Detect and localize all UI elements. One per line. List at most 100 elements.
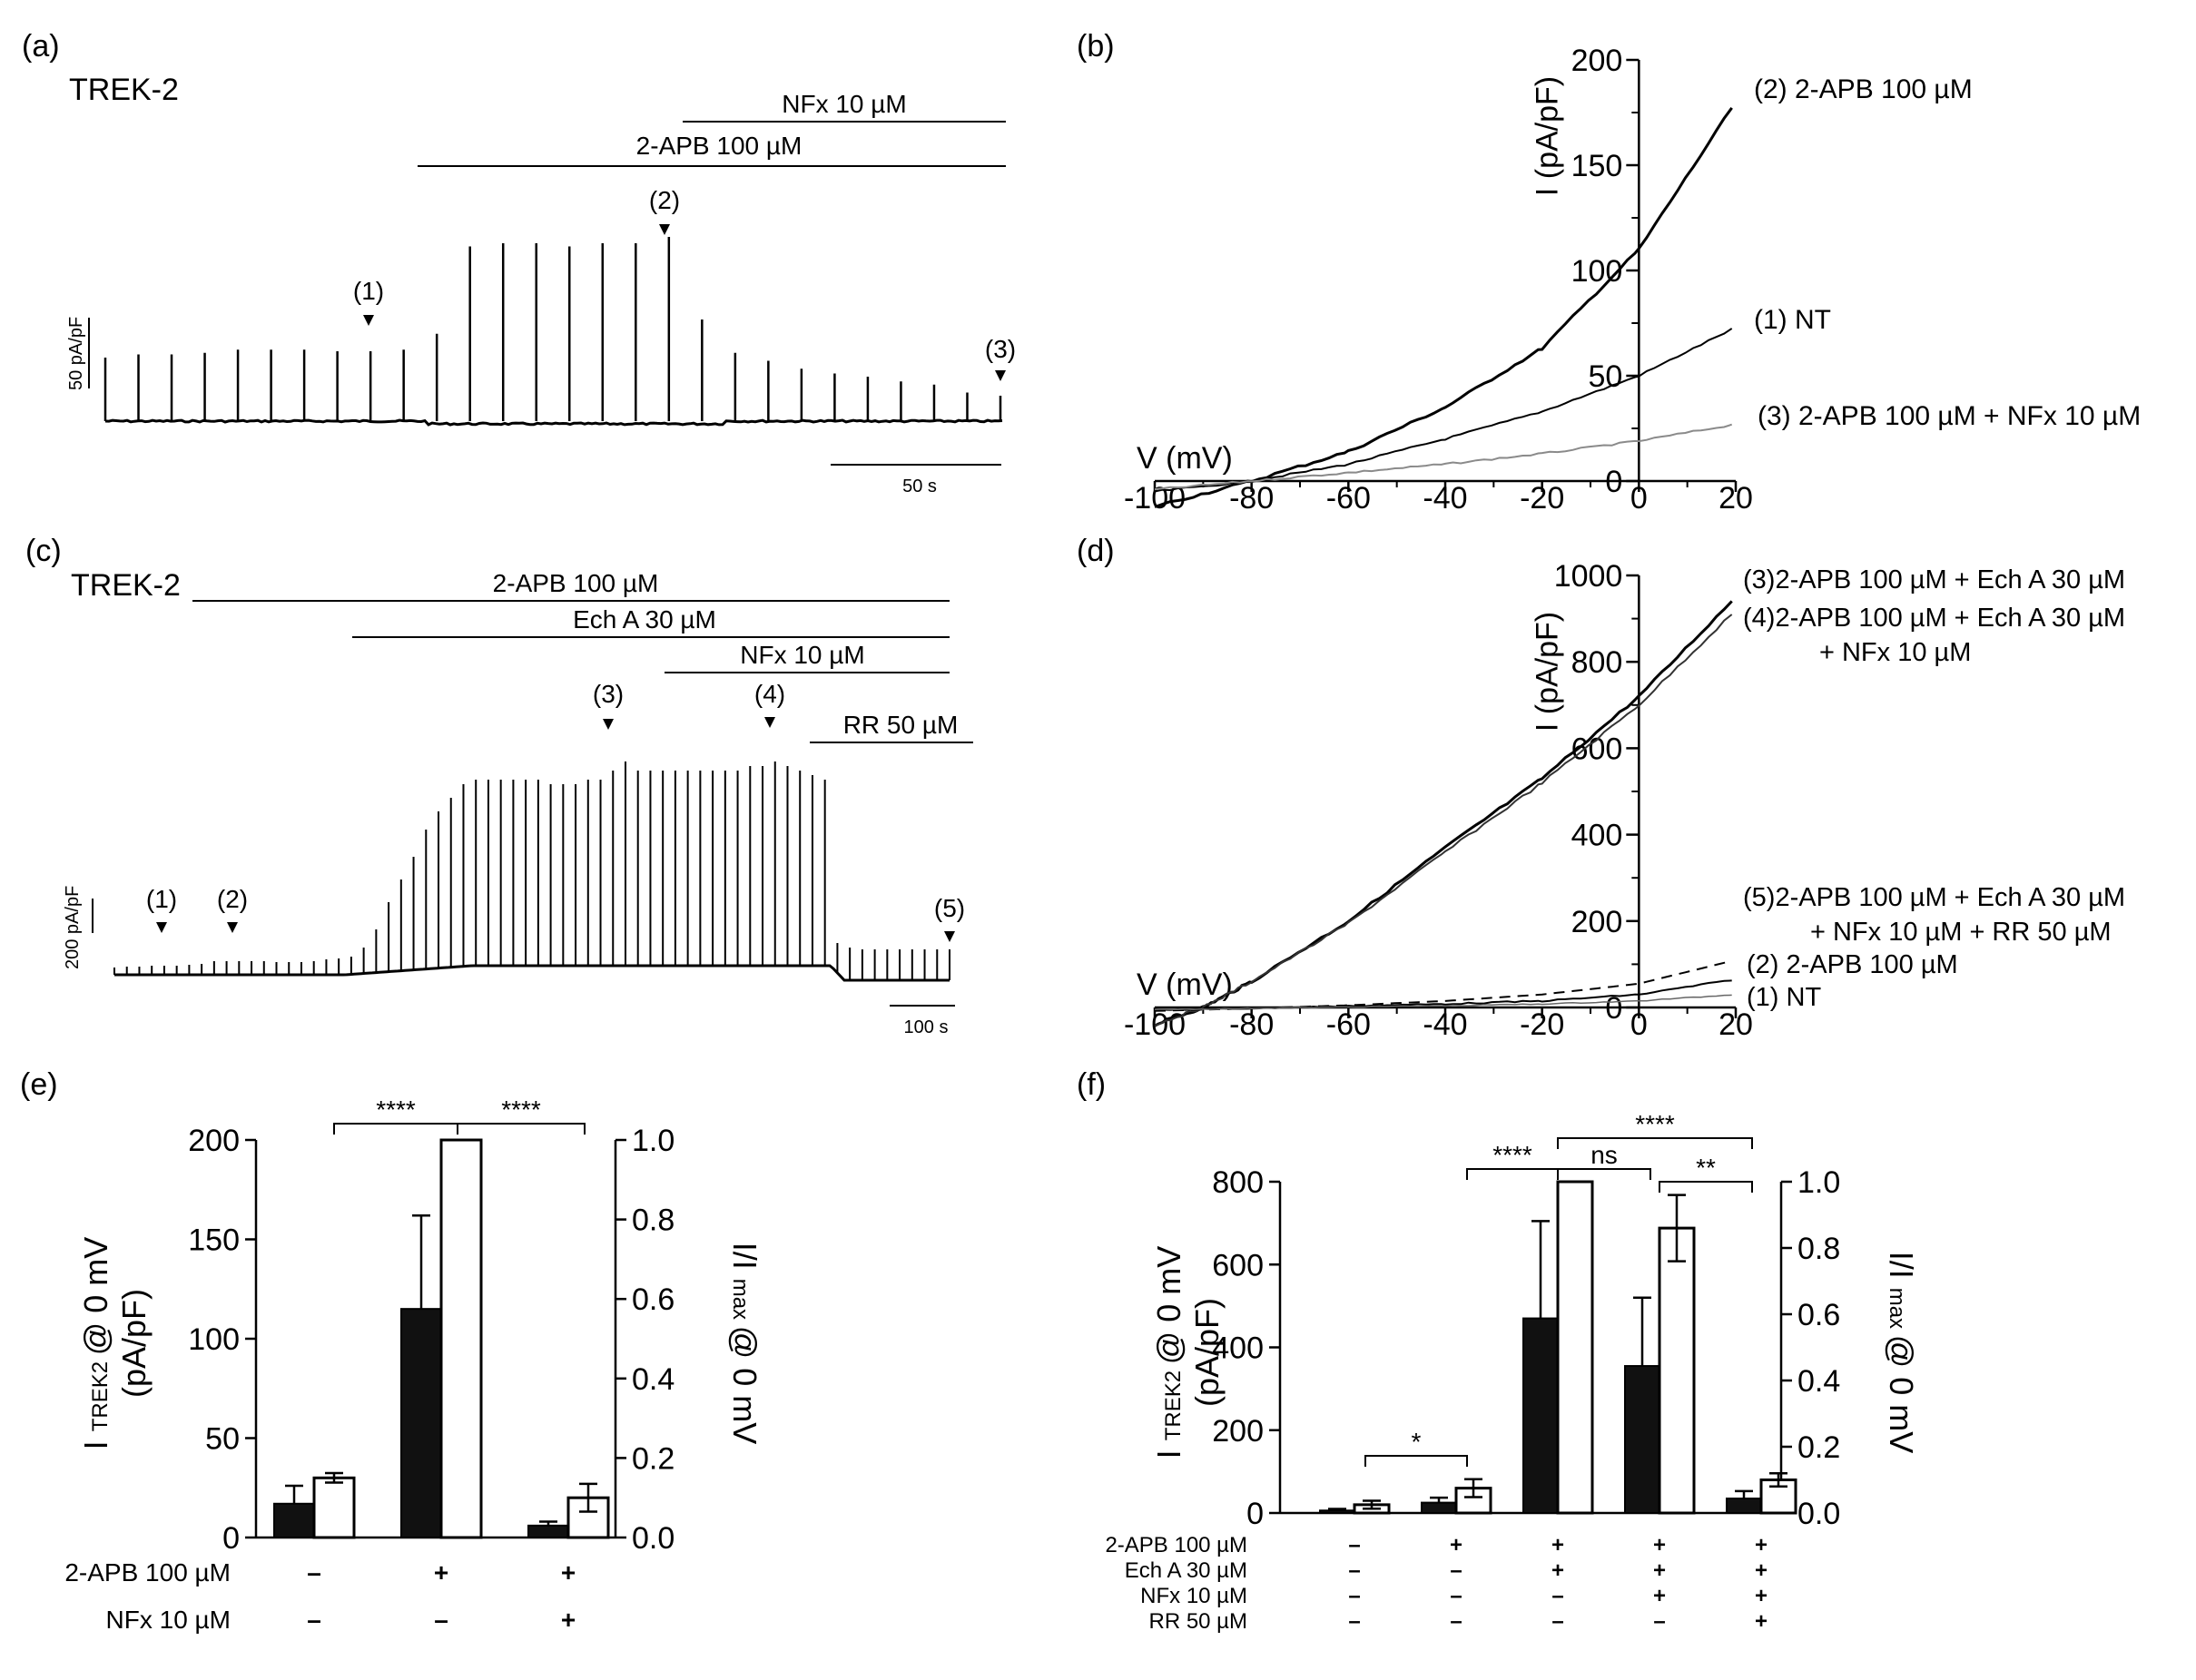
chartF-sig-bracket-1 — [1364, 1455, 1468, 1467]
chartF-bar-filled-2 — [1421, 1501, 1457, 1514]
panel-a-marker-1-arrow — [363, 315, 374, 326]
chartB-x-tick-label: -60 — [1326, 481, 1371, 516]
chartD-series-label-2: (4)2-APB 100 µM + Ech A 30 µM — [1743, 604, 2125, 633]
chartF-condition-sign: – — [1450, 1584, 1462, 1608]
panel-c-marker-2-arrow — [227, 922, 238, 933]
chartE-y2-tick-label: 0.0 — [632, 1521, 675, 1556]
chartF-y2-tick-label: 0.2 — [1797, 1430, 1840, 1465]
chartF-sig-label-5: ** — [1696, 1154, 1716, 1182]
chartE-y2-tick-label: 1.0 — [632, 1124, 675, 1158]
chartB-x-tick-label: -100 — [1124, 481, 1186, 516]
chartF-condition-sign: – — [1551, 1584, 1563, 1608]
chartB-series-line-3 — [1154, 423, 1733, 491]
panel-a-marker-2: (2) — [649, 186, 680, 214]
chartF-bar-filled-4 — [1624, 1365, 1660, 1514]
panel-c-marker-5: (5) — [934, 894, 965, 922]
chartB-series-line-2 — [1154, 328, 1733, 493]
chartD-x-tick-label: -60 — [1326, 1007, 1371, 1042]
chartB-y-tick-label: 100 — [1571, 254, 1623, 289]
panel-c-letter: (c) — [25, 534, 62, 568]
chartD-series-label2-3: + NFx 10 µM + RR 50 µM — [1810, 918, 2112, 947]
chartB-x-tick-label: -80 — [1229, 481, 1274, 516]
chartB-series-label-2: (1) NT — [1754, 305, 1831, 335]
panel-e-letter: (e) — [20, 1067, 58, 1102]
chartE-y-tick-label: 0 — [222, 1521, 240, 1556]
chartF-condition-sign: – — [1348, 1558, 1360, 1583]
panel-a-marker-3-arrow — [995, 370, 1006, 381]
panel-c-marker-2: (2) — [217, 885, 248, 913]
panel-a-letter: (a) — [22, 29, 60, 64]
chartF-condition-sign: + — [1653, 1558, 1666, 1583]
chartE-sig-label-2: **** — [501, 1095, 541, 1124]
chartF-condition-sign: – — [1450, 1558, 1462, 1583]
chartE-condition-label-1: 2-APB 100 µM — [64, 1558, 231, 1587]
chartE-sig-label-1: **** — [376, 1095, 416, 1124]
chartF-condition-sign: – — [1348, 1609, 1360, 1634]
panel-f-letter: (f) — [1077, 1067, 1106, 1102]
chartD-y-tick-label: 1000 — [1554, 559, 1623, 594]
panel-c-baseline — [114, 964, 950, 982]
chartE-condition-sign: + — [561, 1558, 576, 1587]
chartE-y2-tick-label: 0.2 — [632, 1441, 675, 1476]
chartD-x-tick-label: -80 — [1229, 1007, 1274, 1042]
chartE-y2-tick-label: 0.6 — [632, 1282, 675, 1317]
chartB-series-label-3: (3) 2-APB 100 µM + NFx 10 µM — [1758, 401, 2141, 431]
chartE-condition-sign: – — [434, 1606, 448, 1634]
chartB-y-tick-label: 200 — [1571, 44, 1623, 78]
chartD-y-tick-label: 200 — [1571, 905, 1623, 939]
chartF-bar-filled-3 — [1522, 1317, 1559, 1514]
chartF-y-tick-label: 0 — [1246, 1497, 1264, 1531]
chartF-condition-sign: – — [1348, 1584, 1360, 1608]
chartD-series-label-3: (5)2-APB 100 µM + Ech A 30 µM — [1743, 883, 2125, 912]
chartB-x-tick-label: -20 — [1520, 481, 1564, 516]
panel-c-nfx-label: NFx 10 µM — [740, 641, 864, 669]
chartB-x-tick-label: 0 — [1630, 481, 1648, 516]
chartF-y2-tick-label: 0.0 — [1797, 1497, 1840, 1531]
chartE-condition-sign: + — [434, 1558, 448, 1587]
chartE-y-tick-label: 150 — [188, 1223, 240, 1258]
chartF-condition-sign: + — [1755, 1558, 1768, 1583]
chartF-y2-label: I/I max @ 0 mV — [1883, 1252, 1920, 1454]
chartB-series-label-1: (2) 2-APB 100 µM — [1754, 74, 1973, 104]
chartF-condition-label-1: 2-APB 100 µM — [1105, 1533, 1247, 1557]
panel-e: (e) 0 50 100 150 200 0.0 0.2 0.4 0.6 0.8 1.0 I TREK… — [20, 1067, 763, 1634]
chartF-bar-filled-1 — [1319, 1509, 1355, 1514]
chartF-condition-sign: – — [1450, 1609, 1462, 1634]
chartD-series-line-2 — [1154, 614, 1733, 1027]
chartF-bar-open-4 — [1658, 1226, 1696, 1515]
chartF-condition-sign: + — [1653, 1584, 1666, 1608]
chartF-bar-open-3 — [1556, 1180, 1594, 1515]
chartE-y-tick-label: 200 — [188, 1124, 240, 1158]
chartF-condition-sign: + — [1755, 1533, 1768, 1557]
chartE-y-label-unit: (pA/pF) — [115, 1289, 153, 1398]
chartF-condition-label-3: NFx 10 µM — [1140, 1584, 1247, 1608]
chartF-condition-sign: + — [1755, 1584, 1768, 1608]
chartF-bar-filled-5 — [1726, 1498, 1762, 1514]
panel-a-marker-2-arrow — [659, 224, 670, 235]
panel-b-letter: (b) — [1077, 29, 1115, 64]
chartF-sig-bracket-5 — [1659, 1181, 1753, 1193]
chartD-series-line-5 — [1154, 994, 1732, 1011]
chartE-bar-open-2 — [439, 1138, 483, 1539]
panel-a-cell-label: TREK-2 — [69, 73, 179, 107]
panel-c-marker-4-arrow — [764, 717, 775, 728]
chartD-x-tick-label: 0 — [1630, 1007, 1648, 1042]
chartF-sig-bracket-4 — [1557, 1137, 1753, 1149]
chartF-y2-tick-label: 0.6 — [1797, 1298, 1840, 1332]
chartD-x-tick-label: -20 — [1520, 1007, 1564, 1042]
panel-a-y-scale-label: 50 pA/pF — [66, 317, 86, 390]
panel-a-2apb-label: 2-APB 100 µM — [636, 132, 803, 160]
chartF-condition-sign: + — [1450, 1533, 1462, 1557]
chartB-x-tick-label: -40 — [1423, 481, 1467, 516]
panel-f-bar-chart: 0 200 400 600 800 0.0 0.2 0.4 0.6 0.8 1.0 I TREK2 @… — [1105, 1110, 1920, 1634]
panel-a-current-trace — [103, 237, 1003, 427]
chartF-y-tick-label: 600 — [1212, 1248, 1264, 1282]
panel-a-marker-3: (3) — [985, 335, 1016, 363]
chartF-y-label: I TREK2 @ 0 mV — [1150, 1246, 1187, 1459]
chartD-x-tick-label: 20 — [1718, 1007, 1753, 1042]
chartF-condition-sign: + — [1755, 1609, 1768, 1634]
